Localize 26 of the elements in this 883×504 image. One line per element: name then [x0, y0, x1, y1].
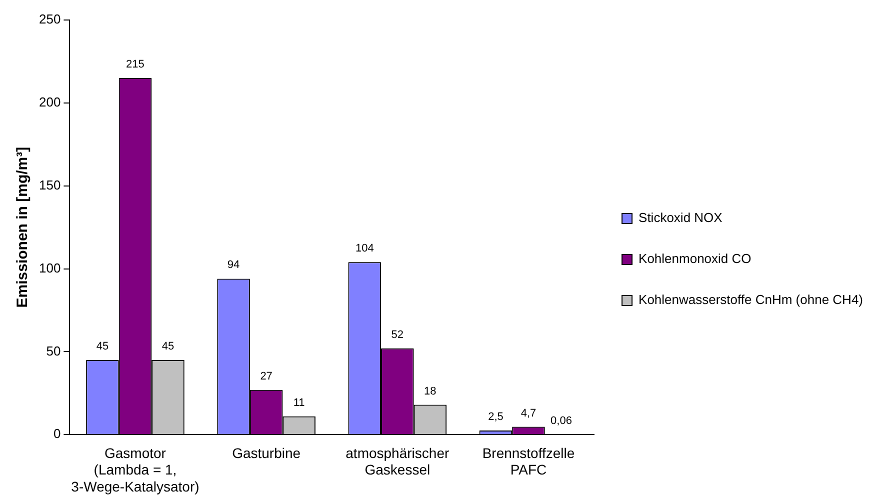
y-tick-label: 250	[38, 12, 61, 27]
x-tick-label: atmosphärischer Gaskessel	[346, 444, 450, 478]
legend-label: Kohlenmonoxid CO	[638, 251, 752, 266]
data-label: 18	[424, 385, 436, 398]
data-label: 0,06	[550, 415, 572, 428]
y-tick-label: 100	[38, 260, 61, 276]
data-label: 27	[260, 370, 272, 382]
x-tick-label: Gasmotor (Lambda = 1, 3-Wege-Katalysator)	[71, 444, 200, 494]
y-tick-label: 150	[38, 177, 61, 192]
data-label: 45	[162, 340, 174, 353]
data-label: 4,7	[520, 407, 536, 420]
x-tick-label: Brennstoffzelle PAFC	[482, 444, 575, 478]
y-tick-label: 200	[38, 94, 61, 110]
x-tick-label: Gasturbine	[232, 444, 301, 461]
data-label: 2,5	[488, 410, 504, 423]
data-label: 94	[227, 259, 240, 272]
y-tick-label: 0	[53, 426, 61, 442]
data-label: 215	[126, 58, 144, 71]
data-label: 11	[293, 396, 305, 409]
data-label: 52	[391, 328, 404, 341]
data-label: 45	[96, 340, 109, 353]
legend-label: Kohlenwasserstoffe CnHm (ohne CH4)	[638, 292, 864, 308]
legend-label: Stickoxid NOX	[638, 210, 723, 226]
y-axis-title: Emissionen in [mg/m³]	[14, 146, 32, 308]
data-label: 104	[355, 242, 374, 255]
y-tick-label: 50	[46, 343, 61, 358]
